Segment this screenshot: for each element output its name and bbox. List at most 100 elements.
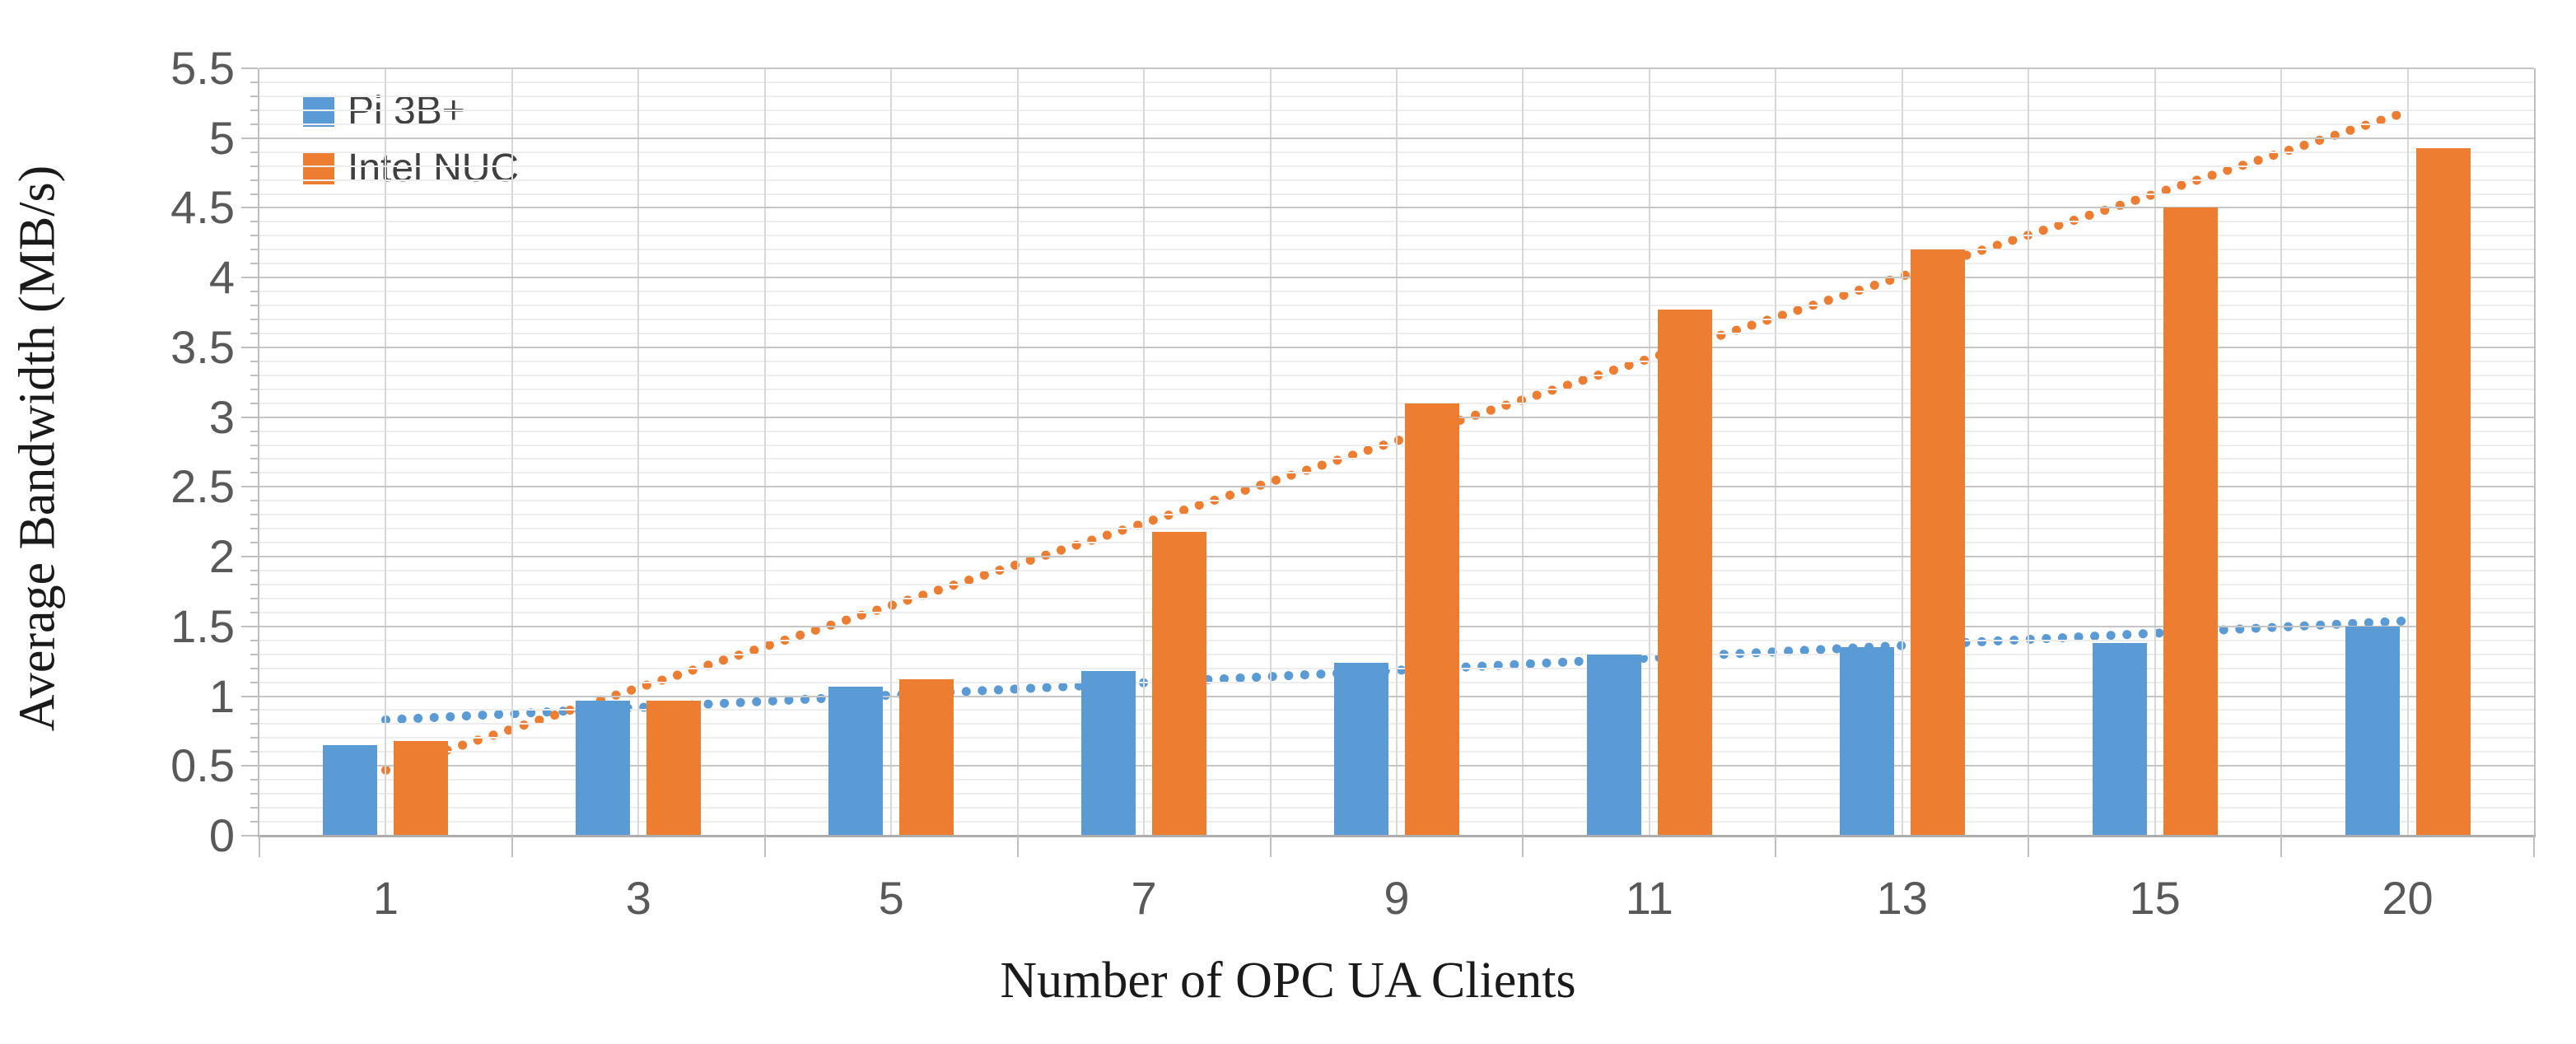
y-minor-tick (250, 444, 258, 446)
y-tick-label: 2 (208, 530, 235, 583)
x-tick (511, 836, 513, 857)
y-major-tick (241, 207, 258, 209)
bar-intel-nuc-9 (1405, 403, 1459, 836)
x-tick (1775, 836, 1777, 857)
x-tick (1016, 836, 1019, 857)
vertical-gridline (511, 68, 513, 836)
vertical-gridline (1016, 68, 1019, 836)
vertical-gridline (2154, 68, 2156, 836)
y-minor-tick (250, 109, 258, 111)
y-minor-tick (250, 305, 258, 307)
y-major-tick (241, 68, 258, 69)
bar-pi-3b+-5 (828, 686, 884, 836)
y-minor-tick (250, 779, 258, 781)
plot-right-border (2534, 68, 2536, 837)
major-gridline (259, 486, 2534, 488)
y-minor-tick (250, 179, 258, 181)
y-major-tick (241, 416, 258, 418)
major-gridline (259, 765, 2534, 767)
y-tick-label: 5.5 (170, 42, 235, 94)
x-category-label: 13 (1876, 872, 1928, 924)
vertical-gridline (890, 68, 893, 836)
y-minor-tick (250, 709, 258, 711)
y-minor-tick (250, 723, 258, 725)
x-tick (259, 836, 260, 857)
y-minor-tick (250, 430, 258, 432)
y-tick-label: 4.5 (170, 181, 235, 234)
y-minor-tick (250, 570, 258, 572)
y-major-tick (241, 277, 258, 279)
legend-item-intel-nuc: Intel NUC (303, 140, 519, 198)
bar-pi-3b+-7 (1081, 671, 1136, 836)
y-minor-tick (250, 95, 258, 97)
y-tick-label: 3 (208, 390, 235, 443)
vertical-gridline (1143, 68, 1146, 836)
vertical-gridline (763, 68, 766, 836)
y-major-tick (241, 137, 258, 139)
vertical-gridline (2028, 68, 2030, 836)
major-gridline (259, 625, 2534, 627)
y-major-tick (241, 765, 258, 767)
y-tick-label: 3.5 (170, 320, 235, 373)
major-gridline (259, 416, 2534, 418)
y-major-tick (241, 625, 258, 627)
y-minor-tick (250, 639, 258, 641)
y-minor-tick (250, 235, 258, 237)
y-minor-tick (250, 542, 258, 544)
y-minor-tick (250, 221, 258, 223)
y-minor-tick (250, 249, 258, 251)
x-tick (763, 836, 766, 857)
y-tick-label: 2.5 (170, 460, 235, 513)
y-minor-tick (250, 681, 258, 683)
vertical-gridline (2406, 68, 2409, 836)
x-category-label: 9 (1384, 872, 1410, 924)
bar-pi-3b+-20 (2345, 626, 2400, 836)
bar-intel-nuc-7 (1152, 531, 1207, 836)
y-minor-tick (250, 319, 258, 321)
x-category-label: 15 (2129, 872, 2181, 924)
bar-intel-nuc-11 (1657, 310, 1712, 836)
y-major-tick (241, 556, 258, 558)
x-category-label: 20 (2382, 872, 2434, 924)
major-gridline (259, 695, 2534, 697)
y-minor-tick (250, 263, 258, 265)
vertical-gridline (1775, 68, 1777, 836)
x-category-label: 5 (878, 872, 904, 924)
x-category-label: 11 (1625, 872, 1673, 924)
y-axis-line (258, 68, 259, 837)
vertical-gridline (1901, 68, 1903, 836)
y-minor-tick (250, 388, 258, 390)
y-minor-tick (250, 472, 258, 474)
major-gridline (259, 68, 2534, 69)
y-minor-tick (250, 458, 258, 460)
y-minor-tick (250, 653, 258, 655)
vertical-gridline (637, 68, 640, 836)
y-minor-tick (250, 514, 258, 516)
y-minor-tick (250, 667, 258, 669)
x-tick (2280, 836, 2283, 857)
y-minor-tick (250, 81, 258, 83)
vertical-gridline (1396, 68, 1398, 836)
major-gridline (259, 277, 2534, 279)
legend-label: Pi 3B+ (348, 89, 465, 133)
bar-intel-nuc-5 (899, 679, 954, 836)
major-gridline (259, 346, 2534, 348)
y-major-tick (241, 695, 258, 697)
y-minor-tick (250, 374, 258, 376)
y-tick-label: 0.5 (170, 739, 235, 792)
y-minor-tick (250, 807, 258, 809)
y-tick-label: 4 (208, 251, 235, 304)
bar-intel-nuc-13 (1910, 249, 1965, 836)
y-minor-tick (250, 291, 258, 293)
x-tick (1269, 836, 1272, 857)
y-tick-label: 1.5 (170, 599, 235, 652)
bar-pi-3b+-9 (1334, 662, 1388, 836)
vertical-gridline (1648, 68, 1650, 836)
y-minor-tick (250, 597, 258, 599)
y-minor-tick (250, 165, 258, 167)
legend-swatch (303, 96, 334, 127)
x-category-label: 1 (372, 872, 399, 924)
y-minor-tick (250, 123, 258, 125)
y-major-tick (241, 835, 258, 837)
x-tick (1522, 836, 1524, 857)
